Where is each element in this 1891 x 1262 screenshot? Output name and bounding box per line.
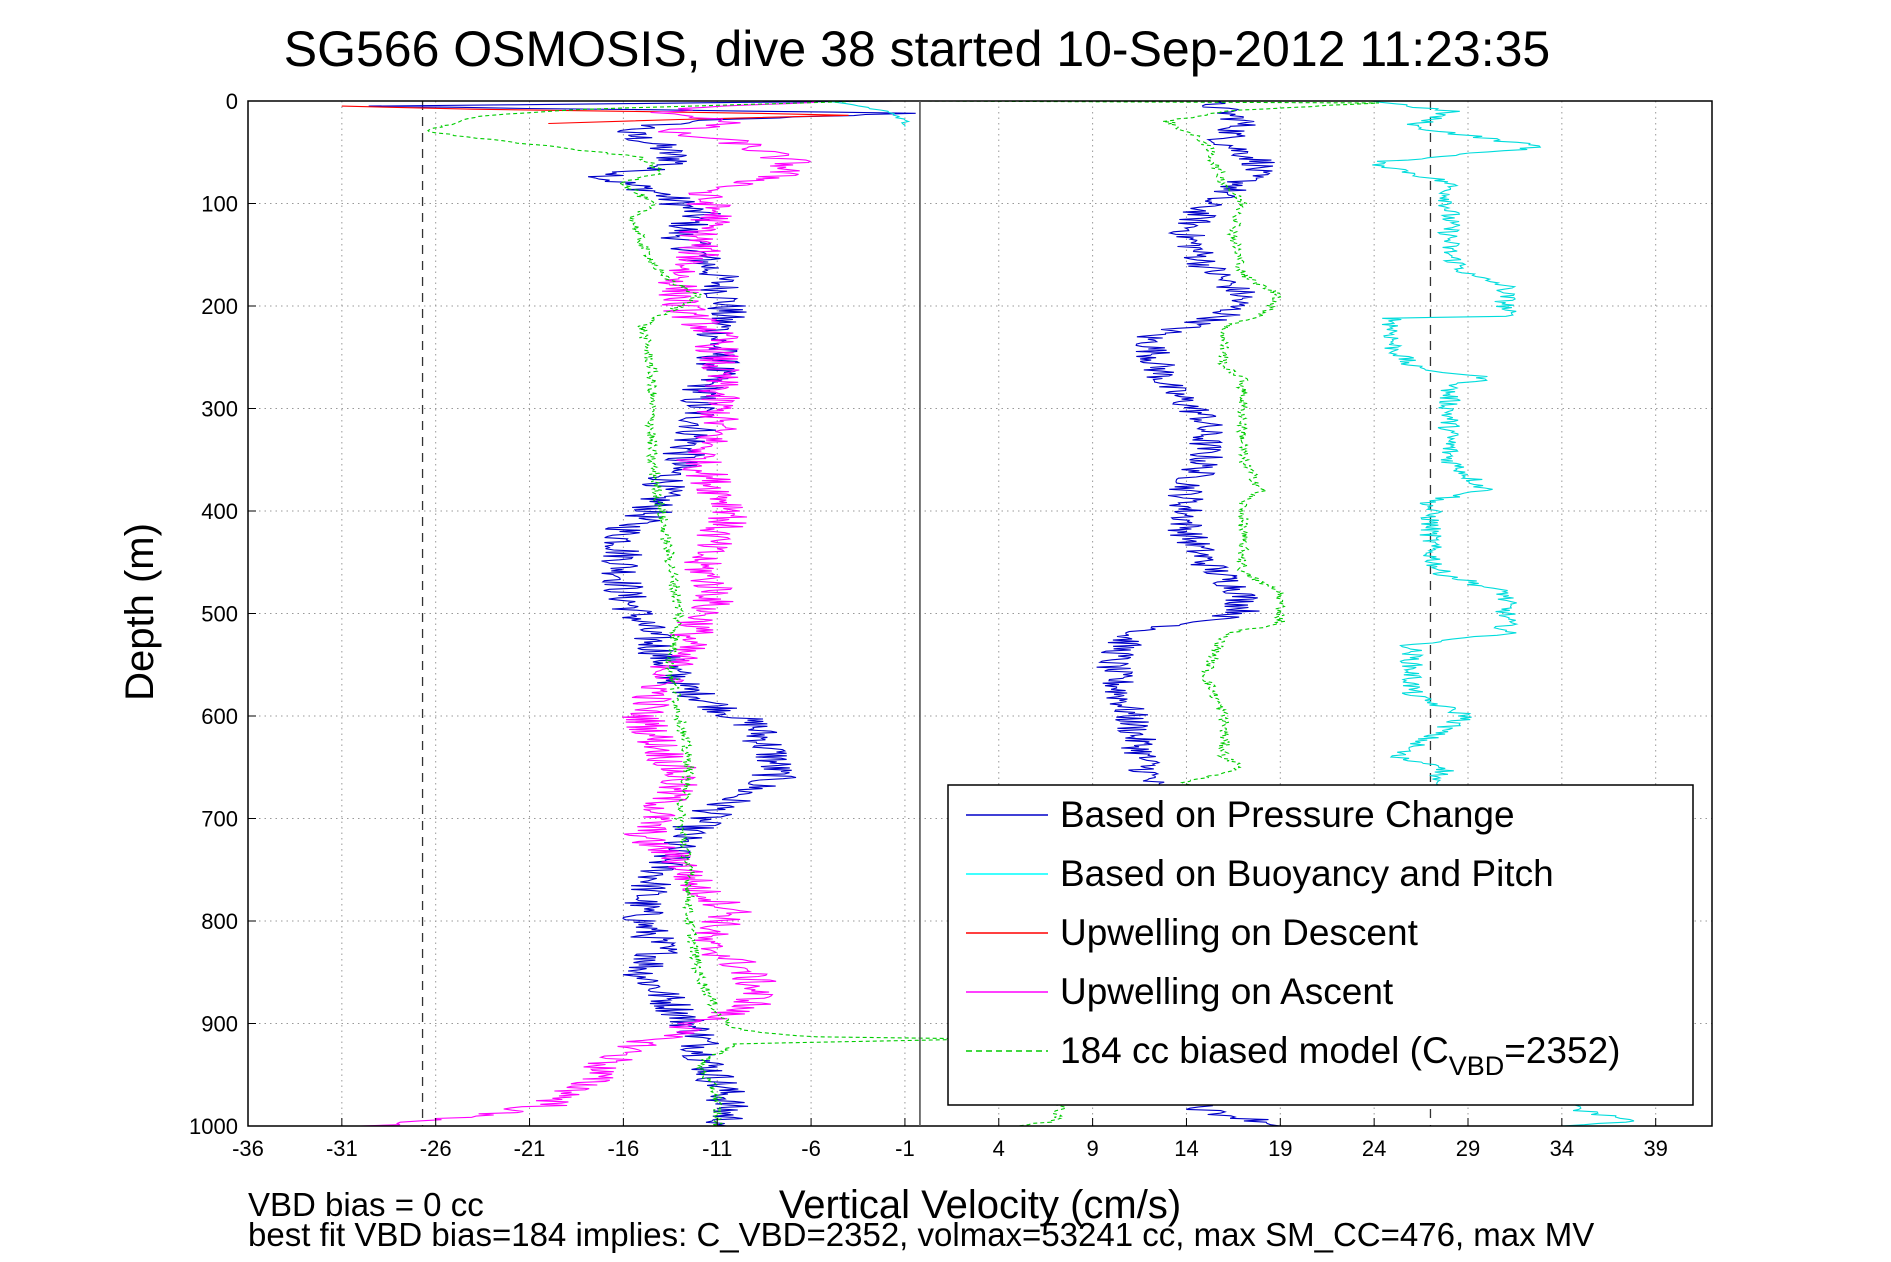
x-tick-label: 9 xyxy=(1086,1136,1098,1161)
x-tick-label: -16 xyxy=(607,1136,639,1161)
y-tick-label: 300 xyxy=(201,397,238,422)
legend: Based on Pressure Change Based on Buoyanc… xyxy=(947,784,1694,1106)
x-tick-label: 4 xyxy=(993,1136,1005,1161)
x-tick-label: 24 xyxy=(1362,1136,1386,1161)
y-tick-label: 700 xyxy=(201,807,238,832)
x-tick-label: -21 xyxy=(514,1136,546,1161)
series-line-184-cc-biased-model-c-vbd-2352- xyxy=(927,100,1379,1127)
legend-box xyxy=(947,784,1694,1106)
x-tick-label: -6 xyxy=(801,1136,821,1161)
x-tick-label: -31 xyxy=(326,1136,358,1161)
y-tick-label: 100 xyxy=(201,192,238,217)
legend-label: Based on Pressure Change xyxy=(1060,794,1515,835)
x-tick-label: -36 xyxy=(232,1136,264,1161)
y-axis-label: Depth (m) xyxy=(118,523,162,701)
series-line-upwelling-on-descent xyxy=(341,105,849,125)
x-tick-label: 39 xyxy=(1643,1136,1667,1161)
legend-label: Upwelling on Descent xyxy=(1060,912,1419,953)
y-tick-label: 600 xyxy=(201,704,238,729)
x-axis-label: Vertical Velocity (cm/s) xyxy=(779,1183,1181,1227)
series-line-184-cc-biased-model-c-vbd-2352- xyxy=(427,100,986,1127)
x-tick-label: -26 xyxy=(420,1136,452,1161)
x-tick-label: 19 xyxy=(1268,1136,1292,1161)
x-tick-label: -11 xyxy=(702,1136,732,1161)
x-axis-ticks: -36 -31 -26 -21 -16 -11 -6 -1 4 9 14 19 24 29 34 39 xyxy=(232,1118,1668,1161)
best-fit-note: best fit VBD bias=184 implies: C_VBD=235… xyxy=(248,1216,1594,1253)
y-tick-label: 400 xyxy=(201,499,238,524)
vbd-bias-note: VBD bias = 0 cc xyxy=(248,1186,484,1223)
y-tick-label: 900 xyxy=(201,1012,238,1037)
legend-label: Upwelling on Ascent xyxy=(1060,971,1394,1012)
chart-title: SG566 OSMOSIS, dive 38 started 10-Sep-20… xyxy=(284,21,1551,77)
y-tick-label: 800 xyxy=(201,909,238,934)
x-tick-label: 34 xyxy=(1550,1136,1574,1161)
y-axis-ticks: 0 100 200 300 400 500 600 700 800 900 1000 xyxy=(189,89,256,1139)
y-tick-label: 500 xyxy=(201,602,238,627)
series-line-based-on-pressure-change xyxy=(368,100,916,1127)
series-line-upwelling-on-ascent xyxy=(360,100,816,1127)
legend-label: Based on Buoyancy and Pitch xyxy=(1060,853,1554,894)
y-tick-label: 0 xyxy=(226,89,238,114)
y-tick-label: 200 xyxy=(201,294,238,319)
series-line-based-on-buoyancy-and-pitch xyxy=(827,100,911,127)
x-tick-label: 29 xyxy=(1456,1136,1480,1161)
x-tick-label: -1 xyxy=(895,1136,915,1161)
y-tick-label: 1000 xyxy=(189,1114,238,1139)
x-tick-label: 14 xyxy=(1174,1136,1198,1161)
